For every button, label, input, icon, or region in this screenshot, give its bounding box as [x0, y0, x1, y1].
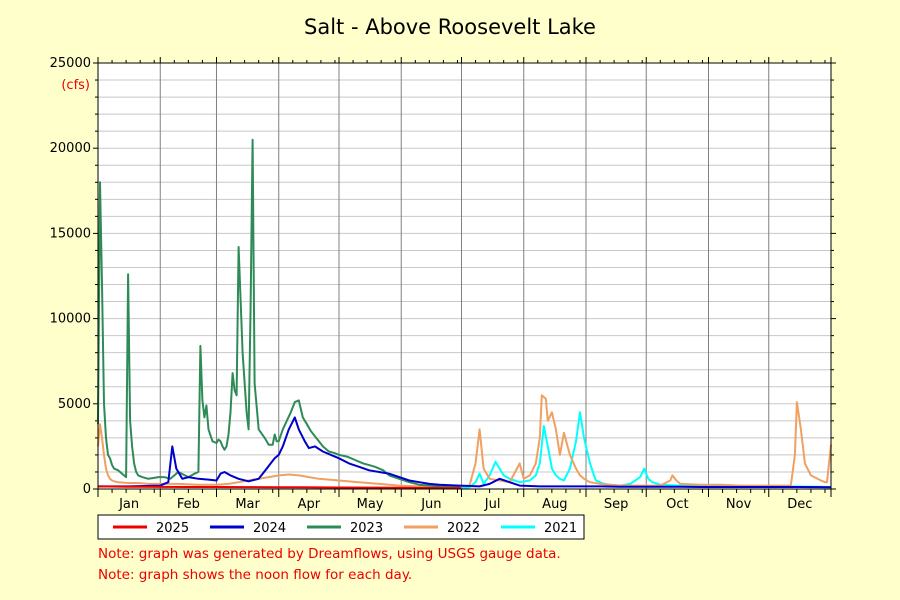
legend-label-2025: 2025	[156, 521, 189, 536]
legend-label-2024: 2024	[253, 521, 286, 536]
note-1: Note: graph was generated by Dreamflows,…	[98, 546, 561, 562]
legend-label-2023: 2023	[350, 521, 383, 536]
y-unit-label: (cfs)	[61, 78, 90, 93]
series-line-2021	[461, 411, 832, 490]
x-tick-label: Mar	[235, 497, 260, 512]
legend-label-2021: 2021	[544, 521, 577, 536]
note-2: Note: graph shows the noon flow for each…	[98, 567, 412, 583]
y-tick-label: 15000	[50, 226, 91, 241]
y-axis-ticks: 0 5000 10000 15000 20000 25000	[50, 56, 836, 497]
series-line-2023	[97, 138, 460, 489]
y-tick-label: 25000	[50, 56, 91, 71]
series-line-2025	[97, 485, 462, 490]
x-tick-label: Apr	[298, 497, 321, 512]
legend: 2025 2024 2023 2022 2021	[97, 514, 585, 540]
x-tick-label: Feb	[177, 497, 200, 512]
x-axis-ticks: Jan Feb Mar Apr May Jun Jul Aug Sep Oct Nov Dec	[97, 57, 832, 512]
plot-frame	[97, 62, 832, 490]
series-line-2022	[97, 394, 832, 488]
y-tick-label: 0	[83, 482, 91, 497]
series-group	[97, 138, 832, 490]
y-tick-label: 5000	[58, 397, 91, 412]
series-line-2024	[98, 416, 832, 489]
x-tick-label: Oct	[666, 497, 688, 512]
x-tick-label: Dec	[787, 497, 812, 512]
x-tick-label: Jul	[484, 497, 501, 512]
x-tick-label: Jan	[118, 497, 139, 512]
legend-label-2022: 2022	[447, 521, 480, 536]
y-tick-label: 10000	[50, 312, 91, 327]
x-tick-label: Jun	[420, 497, 441, 512]
chart-title: Salt - Above Roosevelt Lake	[304, 15, 596, 39]
grid	[98, 63, 831, 489]
x-tick-label: Nov	[726, 497, 752, 512]
x-tick-label: Aug	[542, 497, 567, 512]
x-tick-label: May	[357, 497, 384, 512]
x-tick-label: Sep	[604, 497, 629, 512]
y-tick-label: 20000	[50, 141, 91, 156]
